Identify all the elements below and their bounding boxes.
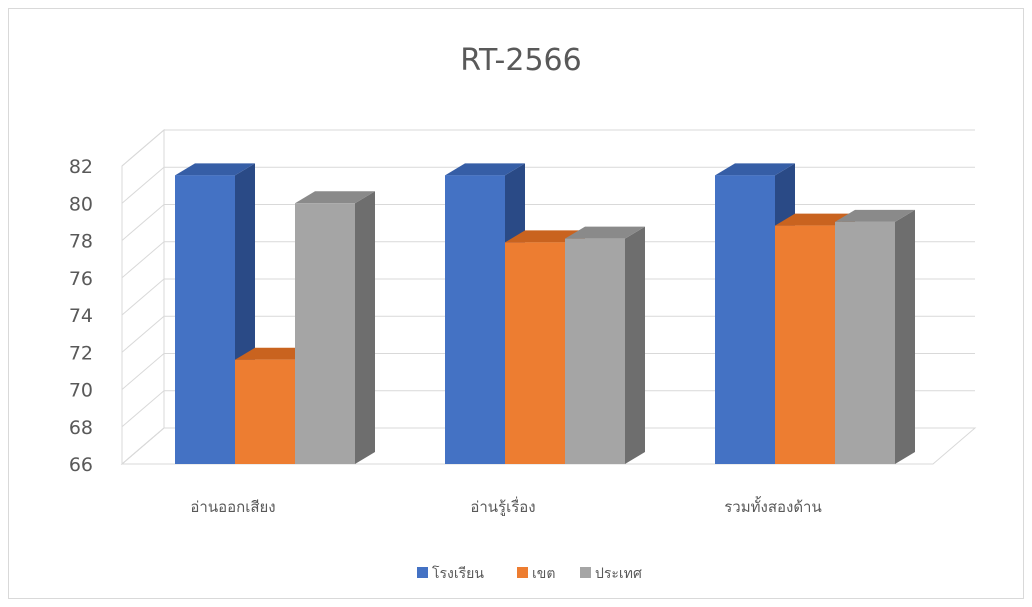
bar xyxy=(835,209,915,464)
bar-front xyxy=(445,175,505,464)
bar-top xyxy=(715,163,795,176)
gridline xyxy=(121,427,975,465)
x-axis-categories: อ่านออกเสียง อ่านรู้เรื่อง รวมทั้งสองด้าน xyxy=(190,496,821,516)
y-tick-label: 82 xyxy=(69,156,93,178)
bar-side xyxy=(895,209,915,464)
bar-front xyxy=(235,359,295,464)
bar-top xyxy=(565,226,645,239)
bar-top xyxy=(835,209,915,222)
y-tick-label: 66 xyxy=(69,454,93,476)
legend: โรงเรียน เขต ประเทศ xyxy=(417,565,642,582)
bar-top xyxy=(445,163,525,176)
gridline xyxy=(121,278,975,316)
legend-entry: เขต xyxy=(517,566,555,582)
legend-swatch xyxy=(417,567,428,578)
bar-front xyxy=(775,225,835,464)
legend-label: โรงเรียน xyxy=(432,565,484,582)
bars xyxy=(175,163,915,464)
bar-front xyxy=(835,221,895,464)
gridline xyxy=(121,204,975,241)
legend-swatch xyxy=(517,567,528,578)
y-tick-label: 78 xyxy=(69,231,93,253)
legend-swatch xyxy=(580,567,591,578)
bar xyxy=(565,226,645,464)
legend-label: ประเทศ xyxy=(595,566,642,582)
y-axis-ticks: 66 68 70 72 74 76 78 80 82 xyxy=(69,156,93,476)
x-category-label: อ่านรู้เรื่อง xyxy=(470,496,535,516)
bar xyxy=(295,191,375,464)
bar-front xyxy=(505,242,565,464)
gridline xyxy=(121,315,975,353)
bar-front xyxy=(295,203,355,464)
legend-entry: โรงเรียน xyxy=(417,565,484,582)
bar-front xyxy=(175,175,235,464)
gridline xyxy=(121,241,975,279)
bar-front xyxy=(715,175,775,464)
gridline xyxy=(121,353,975,390)
x-category-label: อ่านออกเสียง xyxy=(190,498,275,516)
y-tick-label: 72 xyxy=(69,342,93,364)
y-tick-label: 74 xyxy=(69,305,93,327)
bar-side xyxy=(355,191,375,464)
bar-top xyxy=(175,163,255,176)
chart-title: RT-2566 xyxy=(460,43,581,78)
gridlines xyxy=(121,129,975,465)
y-tick-label: 80 xyxy=(69,193,93,215)
gridline xyxy=(121,166,975,204)
bar-top xyxy=(295,191,375,204)
bar-front xyxy=(565,238,625,464)
gridline xyxy=(121,390,975,428)
y-tick-label: 70 xyxy=(69,380,93,402)
legend-entry: ประเทศ xyxy=(580,566,642,582)
legend-label: เขต xyxy=(532,566,555,582)
y-tick-label: 68 xyxy=(69,417,93,439)
bar-side xyxy=(625,226,645,464)
x-category-label: รวมทั้งสองด้าน xyxy=(724,496,822,516)
y-tick-label: 76 xyxy=(69,268,93,290)
gridline xyxy=(121,129,975,167)
